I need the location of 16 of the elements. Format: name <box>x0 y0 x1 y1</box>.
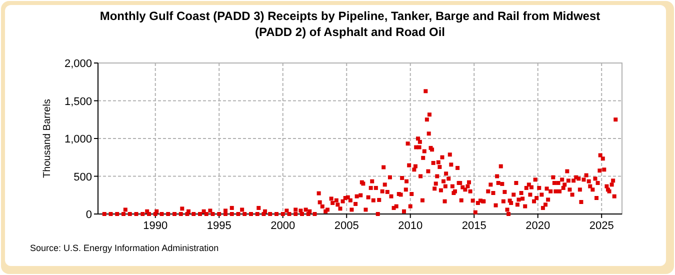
source-note: Source: U.S. Energy Information Administration <box>30 243 219 253</box>
x-tick-label: 1990 <box>143 220 168 232</box>
x-tick-label: 1995 <box>206 220 232 232</box>
x-tick-label: 2005 <box>334 220 359 232</box>
y-tick-label: 1,000 <box>64 134 92 146</box>
y-tick-label: 0 <box>86 209 92 221</box>
x-tick-label: 2010 <box>398 220 423 232</box>
y-tick-label: 2,000 <box>64 58 92 70</box>
x-tick-label: 2015 <box>462 220 486 232</box>
x-tick-label: 2000 <box>270 220 296 232</box>
y-tick-label: 500 <box>74 171 92 184</box>
y-tick-label: 1,500 <box>64 96 92 108</box>
chart-title: Monthly Gulf Coast (PADD 3) Receipts by Pipeline, Tanker, Barge and Rail from Midwest (PADD 2) of Asphalt and Road Oil <box>100 9 600 39</box>
x-tick-label: 2020 <box>526 220 550 232</box>
y-axis-title: Thousand Barrels <box>42 99 53 178</box>
x-tick-label: 2025 <box>589 220 614 232</box>
